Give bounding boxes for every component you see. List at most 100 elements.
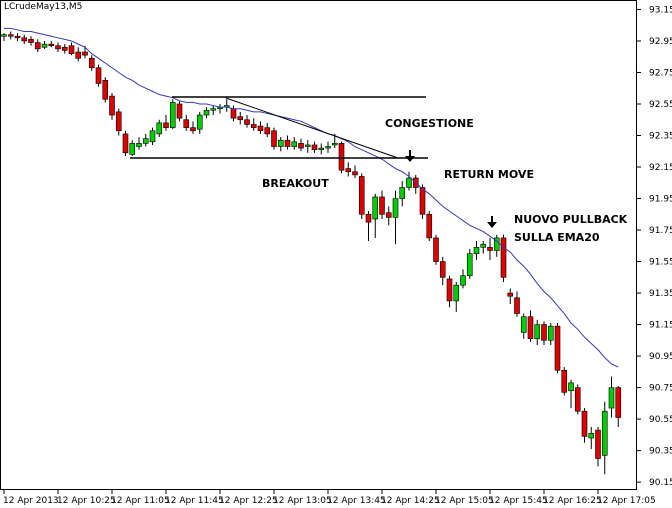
candle-body xyxy=(169,102,176,128)
candle-body xyxy=(156,122,163,135)
candle-body xyxy=(257,125,264,132)
candle-body xyxy=(284,139,291,147)
candle-body xyxy=(345,168,352,173)
x-tick-label: 12 Apr 11:45 xyxy=(165,496,224,506)
candle-body xyxy=(230,108,237,119)
candle-body xyxy=(28,39,34,43)
chart-title: LCrudeMay13,M5 xyxy=(4,2,82,12)
y-tick-label: 90.55 xyxy=(649,415,672,425)
y-tick-label: 92.35 xyxy=(649,131,672,141)
candle-body xyxy=(75,51,82,59)
x-tick-label: 12 Apr 13:45 xyxy=(327,496,386,506)
annotation: NUOVO PULLBACK xyxy=(514,213,628,226)
candle-body xyxy=(1,34,7,37)
candle-body xyxy=(453,284,460,302)
candle-body xyxy=(109,95,115,116)
candle-body xyxy=(176,103,183,119)
candle-body xyxy=(237,116,244,121)
y-tick-label: 91.55 xyxy=(649,258,672,268)
candle-body xyxy=(561,369,568,393)
annotation: SULLA EMA20 xyxy=(514,231,600,244)
candle-body xyxy=(88,57,95,69)
x-tick-label: 12 Apr 12:25 xyxy=(219,496,278,506)
candle-body xyxy=(520,316,527,333)
candle-body xyxy=(250,124,257,128)
candle-body xyxy=(115,111,122,132)
ema-line xyxy=(4,27,619,368)
candle-body xyxy=(419,187,426,215)
candle-body xyxy=(595,429,601,459)
candle-body xyxy=(82,51,88,56)
candle-body xyxy=(466,253,473,277)
y-tick-label: 90.35 xyxy=(649,447,672,457)
marks xyxy=(1,27,622,475)
x-tick-label: 12 Apr 10:25 xyxy=(57,496,116,506)
candle-body xyxy=(95,67,102,84)
candle-body xyxy=(581,410,588,437)
candle-body xyxy=(298,143,304,149)
candle-body xyxy=(21,37,28,42)
candle-body xyxy=(304,144,311,147)
x-tick-label: 12 Apr 11:05 xyxy=(111,496,170,506)
candle-body xyxy=(500,237,507,278)
candle-body xyxy=(41,43,48,48)
y-tick-label: 90.95 xyxy=(649,352,672,362)
candle-body xyxy=(338,143,345,171)
y-tick-label: 91.35 xyxy=(649,289,672,299)
candle-body xyxy=(473,247,480,254)
candle-body xyxy=(352,171,358,176)
y-tick-label: 92.75 xyxy=(649,68,672,78)
candle-body xyxy=(142,138,149,144)
candle-body xyxy=(446,278,453,302)
candle-body xyxy=(55,45,61,50)
candle-body xyxy=(163,122,169,128)
candle-body xyxy=(210,108,217,111)
candle-body xyxy=(203,109,210,116)
candle-body xyxy=(460,275,466,286)
candle-body xyxy=(554,325,561,371)
x-tick-label: 12 Apr 15:05 xyxy=(435,496,494,506)
candle-body xyxy=(385,212,392,218)
x-tick-label: 12 Apr 16:25 xyxy=(543,496,602,506)
candle-body xyxy=(68,45,75,54)
candle-body xyxy=(129,143,136,155)
candle-body xyxy=(318,147,325,150)
candle-body xyxy=(534,324,541,340)
annotation: RETURN MOVE xyxy=(444,168,534,181)
candle-body xyxy=(433,237,439,262)
candle-body xyxy=(102,80,109,100)
candle-body xyxy=(271,130,277,147)
candle-body xyxy=(34,42,41,50)
candle-body xyxy=(291,141,298,147)
candle-body xyxy=(547,325,554,341)
candle-body xyxy=(190,127,196,132)
arrow xyxy=(405,150,415,162)
y-tick-label: 92.15 xyxy=(649,163,672,173)
candle-body xyxy=(264,127,271,135)
candle-body xyxy=(514,297,520,314)
candle-body xyxy=(392,198,399,218)
y-tick-label: 91.15 xyxy=(649,321,672,331)
candle-body xyxy=(136,143,142,147)
x-tick-label: 12 Apr 14:25 xyxy=(381,496,440,506)
y-tick-label: 90.15 xyxy=(649,478,672,488)
candle-body xyxy=(588,432,595,439)
candle-body xyxy=(487,247,493,251)
candle-body xyxy=(365,213,372,223)
candle-body xyxy=(358,176,365,215)
candle-body xyxy=(244,119,250,125)
candle-body xyxy=(14,35,21,39)
candle-body xyxy=(196,114,203,130)
candle-body xyxy=(399,187,406,199)
candle-body xyxy=(439,261,446,278)
candle-body xyxy=(507,292,514,297)
y-tick-label: 91.95 xyxy=(649,195,672,205)
candle-body xyxy=(493,237,500,251)
candle-body xyxy=(183,119,190,128)
candle-body xyxy=(568,382,574,392)
candle-body xyxy=(311,144,318,150)
x-tick-label: 12 Apr 13:05 xyxy=(273,496,332,506)
candle-body xyxy=(7,34,14,37)
x-tick-label: 12 Apr 15:45 xyxy=(489,496,548,506)
